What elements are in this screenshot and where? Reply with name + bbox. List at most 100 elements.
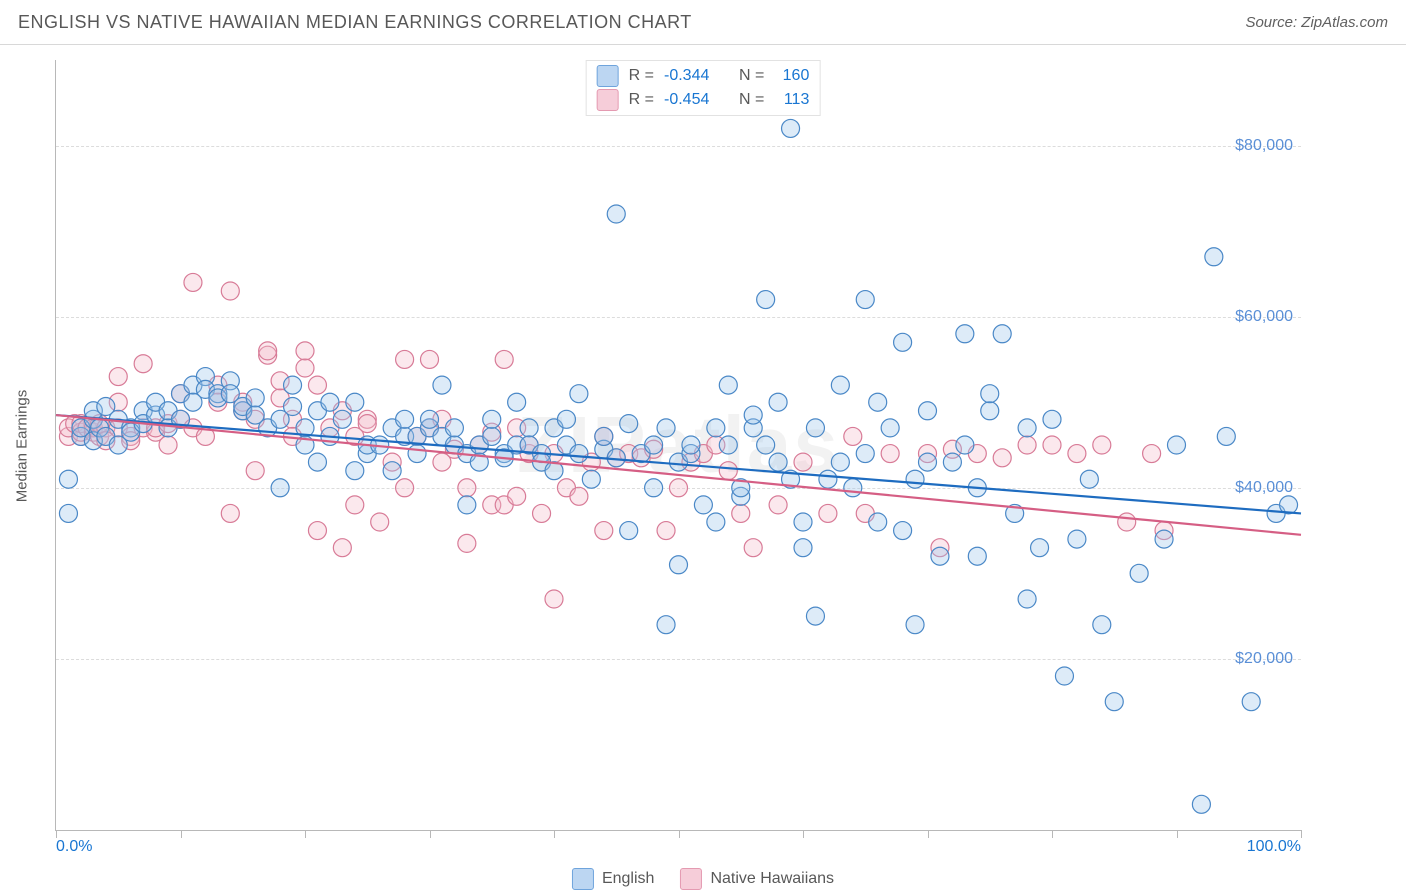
scatter-point xyxy=(769,453,787,471)
scatter-point xyxy=(1130,564,1148,582)
scatter-point xyxy=(570,487,588,505)
legend-series-label: English xyxy=(602,870,654,888)
scatter-point xyxy=(1093,436,1111,454)
scatter-point xyxy=(869,513,887,531)
scatter-point xyxy=(495,350,513,368)
scatter-point xyxy=(769,496,787,514)
scatter-point xyxy=(919,453,937,471)
scatter-point xyxy=(346,393,364,411)
scatter-point xyxy=(1168,436,1186,454)
scatter-point xyxy=(1118,513,1136,531)
scatter-point xyxy=(595,522,613,540)
scatter-point xyxy=(1080,470,1098,488)
scatter-point xyxy=(221,504,239,522)
scatter-point xyxy=(744,406,762,424)
scatter-point xyxy=(458,496,476,514)
scatter-point xyxy=(894,522,912,540)
scatter-point xyxy=(919,402,937,420)
scatter-point xyxy=(246,462,264,480)
scatter-point xyxy=(744,539,762,557)
scatter-point xyxy=(931,547,949,565)
scatter-point xyxy=(159,436,177,454)
legend-n-value: 160 xyxy=(774,67,809,85)
legend-series-label: Native Hawaiians xyxy=(710,870,834,888)
x-tick xyxy=(679,830,680,838)
scatter-point xyxy=(59,504,77,522)
scatter-point xyxy=(657,522,675,540)
x-tick-label: 100.0% xyxy=(1247,838,1301,856)
scatter-point xyxy=(806,607,824,625)
scatter-point xyxy=(333,539,351,557)
scatter-point xyxy=(396,350,414,368)
scatter-point xyxy=(657,616,675,634)
scatter-point xyxy=(831,376,849,394)
scatter-point xyxy=(1192,795,1210,813)
scatter-point xyxy=(819,504,837,522)
x-tick xyxy=(1052,830,1053,838)
scatter-point xyxy=(607,205,625,223)
scatter-point xyxy=(259,342,277,360)
scatter-point xyxy=(545,590,563,608)
legend-swatch xyxy=(680,868,702,890)
plot-area: ZIPatlas $20,000$40,000$60,000$80,0000.0… xyxy=(55,60,1301,831)
scatter-point xyxy=(109,368,127,386)
legend-swatch xyxy=(597,65,619,87)
scatter-point xyxy=(981,402,999,420)
scatter-point xyxy=(769,393,787,411)
scatter-point xyxy=(794,453,812,471)
scatter-point xyxy=(1205,248,1223,266)
trend-line xyxy=(56,415,1301,513)
scatter-point xyxy=(943,453,961,471)
legend-series-item: Native Hawaiians xyxy=(680,868,834,890)
scatter-point xyxy=(906,470,924,488)
scatter-point xyxy=(1043,436,1061,454)
scatter-point xyxy=(981,385,999,403)
legend-n-value: 113 xyxy=(774,91,809,109)
scatter-point xyxy=(757,291,775,309)
scatter-point xyxy=(557,410,575,428)
scatter-point xyxy=(732,504,750,522)
scatter-point xyxy=(1242,693,1260,711)
scatter-point xyxy=(1155,530,1173,548)
scatter-point xyxy=(458,534,476,552)
scatter-point xyxy=(856,445,874,463)
scatter-point xyxy=(1143,445,1161,463)
scatter-point xyxy=(1217,427,1235,445)
scatter-point xyxy=(1018,436,1036,454)
scatter-point xyxy=(707,419,725,437)
scatter-point xyxy=(246,389,264,407)
scatter-point xyxy=(358,415,376,433)
scatter-point xyxy=(383,462,401,480)
scatter-point xyxy=(59,470,77,488)
scatter-point xyxy=(570,445,588,463)
scatter-svg xyxy=(56,60,1301,830)
scatter-point xyxy=(682,436,700,454)
scatter-point xyxy=(1018,419,1036,437)
scatter-point xyxy=(993,449,1011,467)
x-tick-label: 0.0% xyxy=(56,838,92,856)
legend-row: R =-0.454N =113 xyxy=(597,89,810,111)
x-tick xyxy=(1301,830,1302,838)
scatter-point xyxy=(719,436,737,454)
scatter-point xyxy=(308,453,326,471)
chart-title: ENGLISH VS NATIVE HAWAIIAN MEDIAN EARNIN… xyxy=(18,12,692,33)
scatter-point xyxy=(694,496,712,514)
legend-r-value: -0.454 xyxy=(664,91,729,109)
scatter-point xyxy=(620,522,638,540)
legend-swatch xyxy=(597,89,619,111)
scatter-point xyxy=(1068,530,1086,548)
scatter-point xyxy=(333,410,351,428)
scatter-point xyxy=(284,398,302,416)
x-tick xyxy=(1177,830,1178,838)
scatter-point xyxy=(221,282,239,300)
scatter-point xyxy=(906,616,924,634)
series-legend: English Native Hawaiians xyxy=(572,868,834,890)
scatter-point xyxy=(458,479,476,497)
scatter-point xyxy=(757,436,775,454)
scatter-point xyxy=(894,333,912,351)
scatter-point xyxy=(296,359,314,377)
scatter-point xyxy=(421,410,439,428)
scatter-point xyxy=(296,342,314,360)
scatter-point xyxy=(595,427,613,445)
scatter-point xyxy=(869,393,887,411)
